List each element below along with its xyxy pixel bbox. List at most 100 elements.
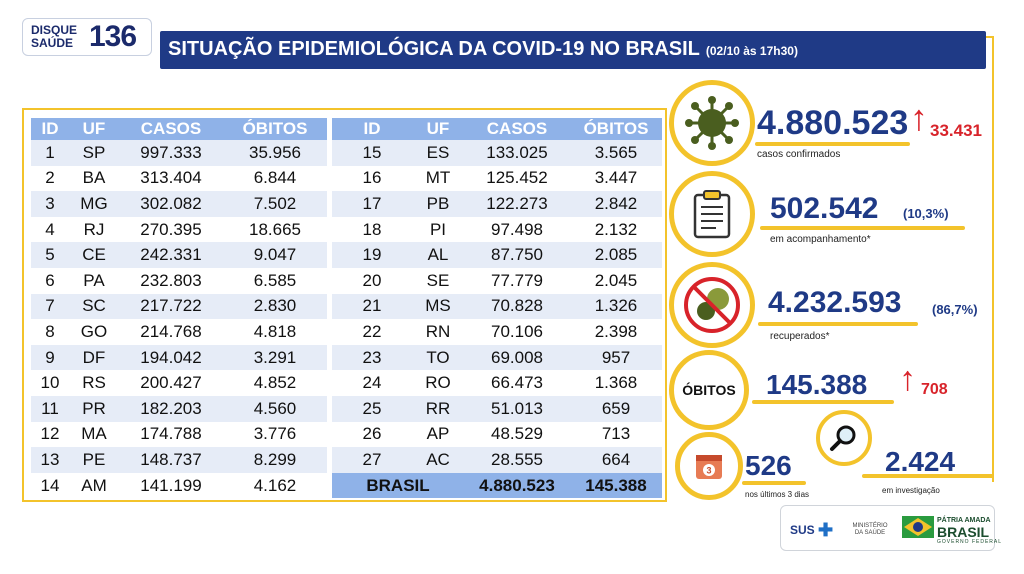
cell-uf: SC bbox=[69, 293, 119, 320]
table-frame bbox=[22, 108, 667, 502]
cell-obitos: 4.818 bbox=[223, 319, 327, 345]
table-row: 8 GO 214.768 4.818 bbox=[31, 319, 327, 345]
cell-casos: 194.042 bbox=[119, 344, 223, 371]
cell-obitos: 2.398 bbox=[570, 319, 662, 345]
cell-casos: 302.082 bbox=[119, 191, 223, 217]
table-row: 17 PB 122.273 2.842 bbox=[332, 191, 662, 217]
footer-logos bbox=[780, 505, 995, 551]
table-row: 16 MT 125.452 3.447 bbox=[332, 165, 662, 192]
investigation-underline bbox=[862, 474, 994, 478]
col-casos: CASOS bbox=[464, 118, 570, 140]
cell-uf: TO bbox=[412, 344, 464, 371]
cell-id: 17 bbox=[332, 191, 412, 217]
cell-obitos: 664 bbox=[570, 447, 662, 473]
table-row: 22 RN 70.106 2.398 bbox=[332, 319, 662, 345]
cell-obitos: 7.502 bbox=[223, 191, 327, 217]
table-row: 7 SC 217.722 2.830 bbox=[31, 293, 327, 320]
cell-obitos: 957 bbox=[570, 344, 662, 371]
cell-id: 10 bbox=[31, 370, 69, 396]
investigation-icon-circle bbox=[816, 410, 872, 466]
cell-casos: 148.737 bbox=[119, 447, 223, 473]
deaths-delta: 708 bbox=[921, 381, 948, 398]
cell-uf: PI bbox=[412, 216, 464, 243]
cell-uf: PB bbox=[412, 191, 464, 217]
cell-uf: RR bbox=[412, 395, 464, 422]
cell-id: 13 bbox=[31, 447, 69, 473]
table-row: 10 RS 200.427 4.852 bbox=[31, 370, 327, 396]
ministerio-text: MINISTÉRIO DA SAÚDE bbox=[852, 523, 888, 536]
cell-id: 11 bbox=[31, 395, 69, 422]
cell-casos: 141.199 bbox=[119, 472, 223, 499]
recovered-icon-circle bbox=[669, 262, 755, 348]
confirmed-delta: 33.431 bbox=[930, 121, 982, 140]
cell-casos: 174.788 bbox=[119, 421, 223, 448]
col-obitos: ÓBITOS bbox=[570, 118, 662, 140]
cell-id: 4 bbox=[31, 216, 69, 243]
monitoring-label: em acompanhamento* bbox=[770, 234, 871, 245]
cell-obitos: 3.776 bbox=[223, 421, 327, 448]
cell-obitos: 2.830 bbox=[223, 293, 327, 320]
monitoring-value: 502.542 bbox=[770, 192, 879, 225]
table-row: 21 MS 70.828 1.326 bbox=[332, 293, 662, 320]
cell-obitos: 2.132 bbox=[570, 216, 662, 243]
deaths-circle: ÓBITOS bbox=[669, 350, 749, 430]
cell-id: 26 bbox=[332, 421, 412, 448]
table-row: 20 SE 77.779 2.045 bbox=[332, 267, 662, 294]
cell-id: 27 bbox=[332, 447, 412, 473]
table-row: 12 MA 174.788 3.776 bbox=[31, 421, 327, 448]
table-row: 27 AC 28.555 664 bbox=[332, 447, 662, 473]
table-row: 19 AL 87.750 2.085 bbox=[332, 242, 662, 268]
cell-id: 3 bbox=[31, 191, 69, 217]
cell-casos: 97.498 bbox=[464, 216, 570, 243]
table-row: 25 RR 51.013 659 bbox=[332, 395, 662, 422]
monitoring-underline bbox=[760, 226, 965, 230]
cell-casos: 217.722 bbox=[119, 293, 223, 320]
total-label: BRASIL bbox=[332, 472, 464, 499]
deaths-underline bbox=[752, 400, 894, 404]
cell-casos: 313.404 bbox=[119, 165, 223, 192]
table-row: 2 BA 313.404 6.844 bbox=[31, 165, 327, 192]
table-row: 13 PE 148.737 8.299 bbox=[31, 447, 327, 473]
cell-id: 23 bbox=[332, 344, 412, 371]
patria-amada-text: PÁTRIA AMADA bbox=[937, 517, 991, 524]
cell-uf: RN bbox=[412, 319, 464, 345]
logo-line2: SAÚDE bbox=[31, 36, 74, 50]
table-row: 23 TO 69.008 957 bbox=[332, 344, 662, 371]
cell-obitos: 713 bbox=[570, 421, 662, 448]
table-row: 18 PI 97.498 2.132 bbox=[332, 216, 662, 243]
recovered-value: 4.232.593 bbox=[768, 286, 902, 319]
cell-obitos: 4.162 bbox=[223, 472, 327, 499]
cell-casos: 51.013 bbox=[464, 395, 570, 422]
cell-obitos: 35.956 bbox=[223, 140, 327, 166]
table-row: 4 RJ 270.395 18.665 bbox=[31, 216, 327, 243]
confirmed-icon-circle bbox=[669, 80, 755, 166]
cell-obitos: 2.045 bbox=[570, 267, 662, 294]
cell-casos: 70.828 bbox=[464, 293, 570, 320]
cross-icon: ✚ bbox=[818, 520, 834, 540]
total-row: BRASIL 4.880.523 145.388 bbox=[332, 472, 662, 499]
governo-federal-text: GOVERNO FEDERAL bbox=[937, 539, 1003, 545]
cell-uf: GO bbox=[69, 319, 119, 345]
cell-uf: PA bbox=[69, 267, 119, 294]
cell-obitos: 4.560 bbox=[223, 395, 327, 422]
page-title-text: SITUAÇÃO EPIDEMIOLÓGICA DA COVID-19 NO B… bbox=[168, 38, 700, 60]
cell-uf: RS bbox=[69, 370, 119, 396]
last3days-underline bbox=[742, 481, 806, 485]
cell-uf: CE bbox=[69, 242, 119, 268]
cell-obitos: 4.852 bbox=[223, 370, 327, 396]
magnifier-icon bbox=[830, 425, 856, 451]
investigation-value: 2.424 bbox=[885, 446, 956, 477]
cell-casos: 200.427 bbox=[119, 370, 223, 396]
cell-uf: AC bbox=[412, 447, 464, 473]
cell-uf: DF bbox=[69, 344, 119, 371]
cell-obitos: 9.047 bbox=[223, 242, 327, 268]
cell-uf: PR bbox=[69, 395, 119, 422]
col-obitos: ÓBITOS bbox=[223, 118, 327, 140]
title-bar: SITUAÇÃO EPIDEMIOLÓGICA DA COVID-19 NO B… bbox=[160, 31, 986, 69]
col-id: ID bbox=[31, 118, 69, 140]
cell-obitos: 3.291 bbox=[223, 344, 327, 371]
cell-casos: 48.529 bbox=[464, 421, 570, 448]
virus-icon bbox=[685, 96, 739, 150]
cell-id: 7 bbox=[31, 293, 69, 320]
cell-obitos: 6.585 bbox=[223, 267, 327, 294]
